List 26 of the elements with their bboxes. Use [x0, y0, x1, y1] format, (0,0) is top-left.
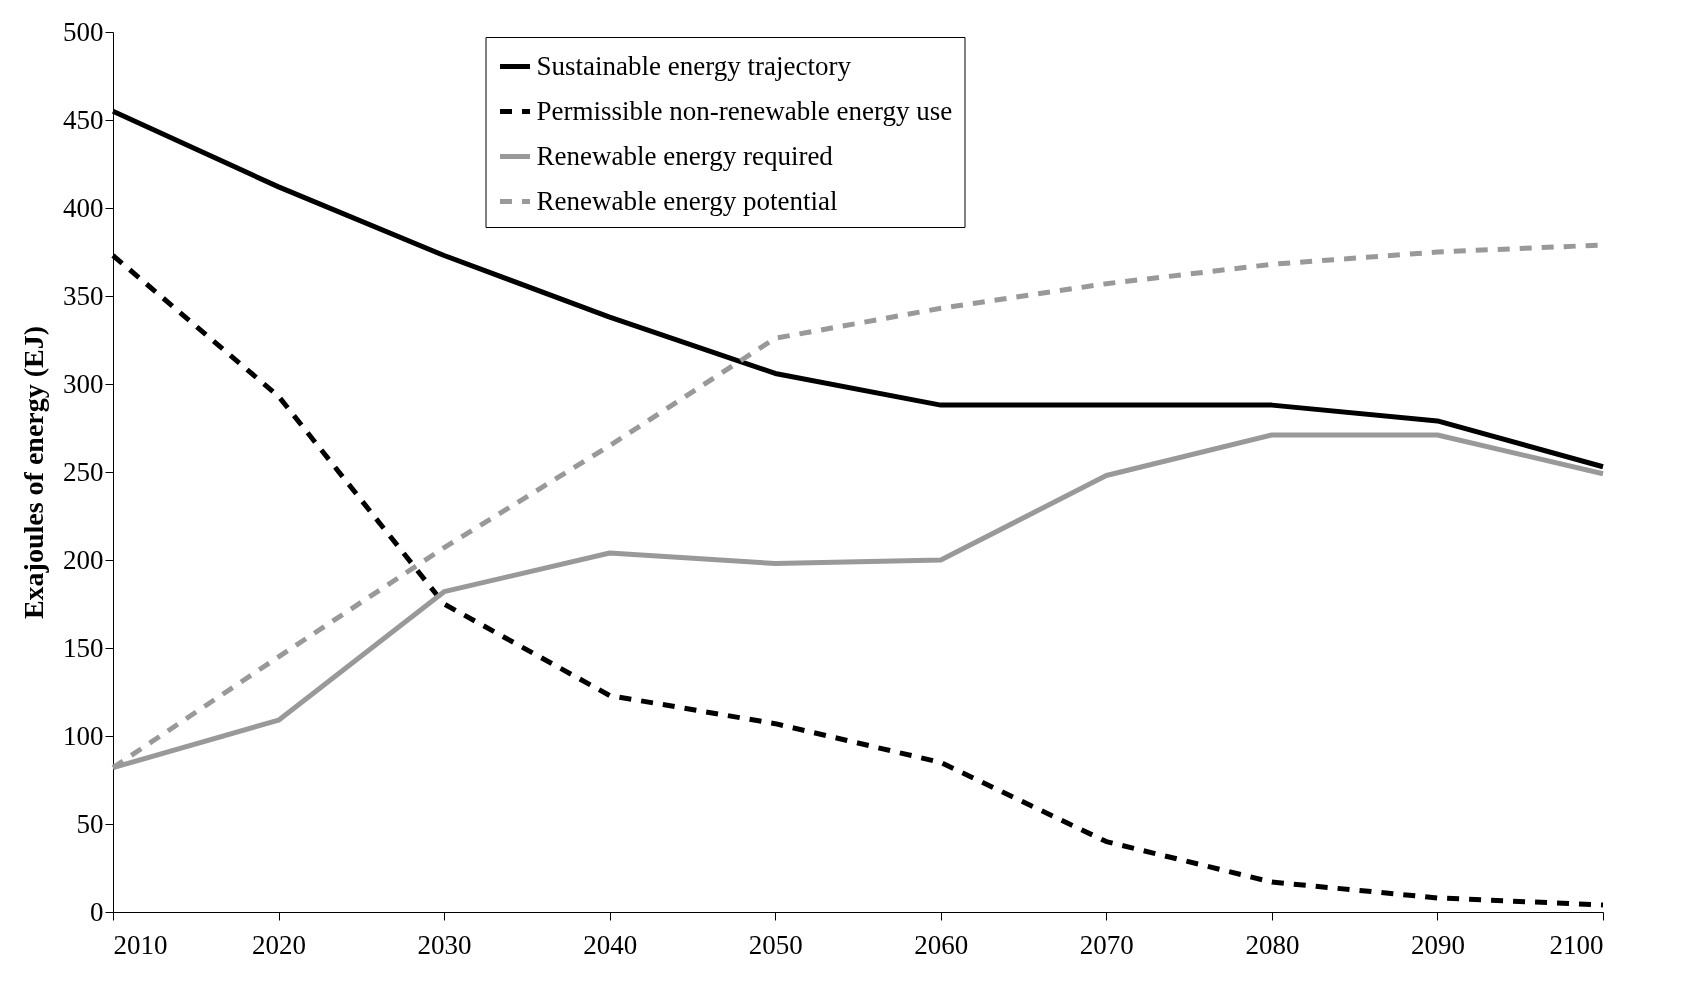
x-tick-label: 2060 [914, 929, 969, 960]
x-tick-label: 2070 [1079, 929, 1134, 960]
y-tick-label: 300 [63, 368, 104, 399]
x-tick-label: 2010 [113, 929, 168, 960]
x-tick-label: 2040 [583, 929, 638, 960]
y-tick-label: 250 [63, 456, 104, 487]
x-tick-label: 2100 [1549, 929, 1604, 960]
x-tick-label: 2080 [1245, 929, 1300, 960]
y-tick-label: 500 [63, 16, 104, 47]
x-tick-label: 2030 [417, 929, 472, 960]
legend-label: Sustainable energy trajectory [536, 50, 852, 81]
y-tick-label: 0 [90, 896, 104, 927]
y-tick-label: 200 [63, 544, 104, 575]
x-tick-label: 2090 [1410, 929, 1465, 960]
y-tick-label: 100 [63, 720, 104, 751]
legend-label: Renewable energy potential [536, 185, 838, 216]
legend-label: Permissible non-renewable energy use [536, 95, 953, 126]
y-tick-label: 350 [63, 280, 104, 311]
x-tick-label: 2050 [748, 929, 803, 960]
y-tick-label: 450 [63, 104, 104, 135]
y-tick-label: 50 [76, 808, 104, 839]
legend-label: Renewable energy required [536, 140, 834, 171]
y-axis-title: Exajoules of energy (EJ) [18, 325, 49, 620]
y-tick-label: 150 [63, 632, 104, 663]
y-tick-label: 400 [63, 192, 104, 223]
x-tick-label: 2020 [252, 929, 307, 960]
